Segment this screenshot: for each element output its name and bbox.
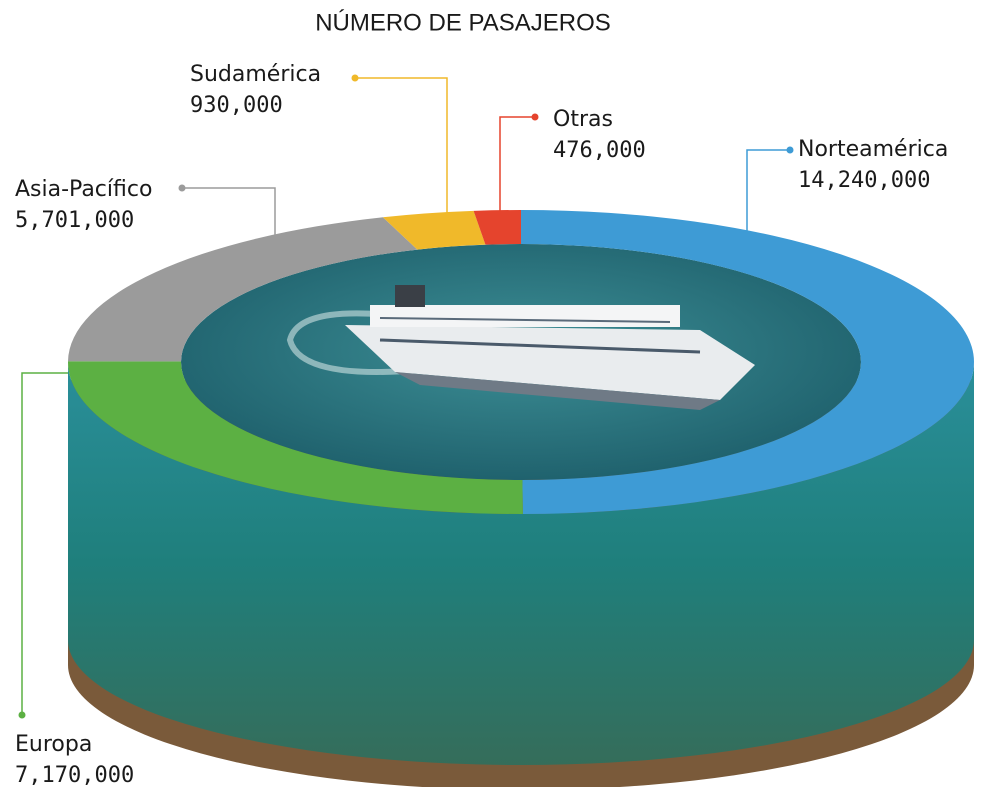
value-label: 14,240,000 xyxy=(798,168,930,193)
donut-segment xyxy=(68,361,523,514)
leader-dot xyxy=(18,711,26,719)
leader-dot xyxy=(531,113,539,121)
value-label: 476,000 xyxy=(553,138,646,163)
value-label: 930,000 xyxy=(190,93,283,118)
value-label: 7,170,000 xyxy=(15,763,134,787)
leader-line xyxy=(746,149,790,232)
category-label: Otras xyxy=(553,107,613,132)
donut-segment xyxy=(68,217,418,362)
donut-segment xyxy=(382,210,486,250)
category-label: Sudamérica xyxy=(190,62,321,87)
ship xyxy=(345,285,755,410)
leader-dot xyxy=(178,184,186,192)
donut-segment xyxy=(473,210,521,245)
leader-line xyxy=(182,187,276,236)
chart-title: NÚMERO DE PASAJEROS xyxy=(315,9,611,36)
category-label: Asia-Pacífico xyxy=(15,177,152,202)
leader-dot xyxy=(786,146,794,154)
leader-line xyxy=(499,116,535,212)
donut-segment xyxy=(521,210,974,514)
category-label: Europa xyxy=(15,732,92,757)
leader-line xyxy=(355,77,448,215)
leader-line xyxy=(21,372,68,715)
category-label: Norteamérica xyxy=(798,137,948,162)
donut-ring xyxy=(68,210,974,514)
leader-dot xyxy=(351,74,359,82)
value-label: 5,701,000 xyxy=(15,208,134,233)
labels: Norteamérica 14,240,000 Europa 7,170,000 Asi… xyxy=(15,62,948,787)
